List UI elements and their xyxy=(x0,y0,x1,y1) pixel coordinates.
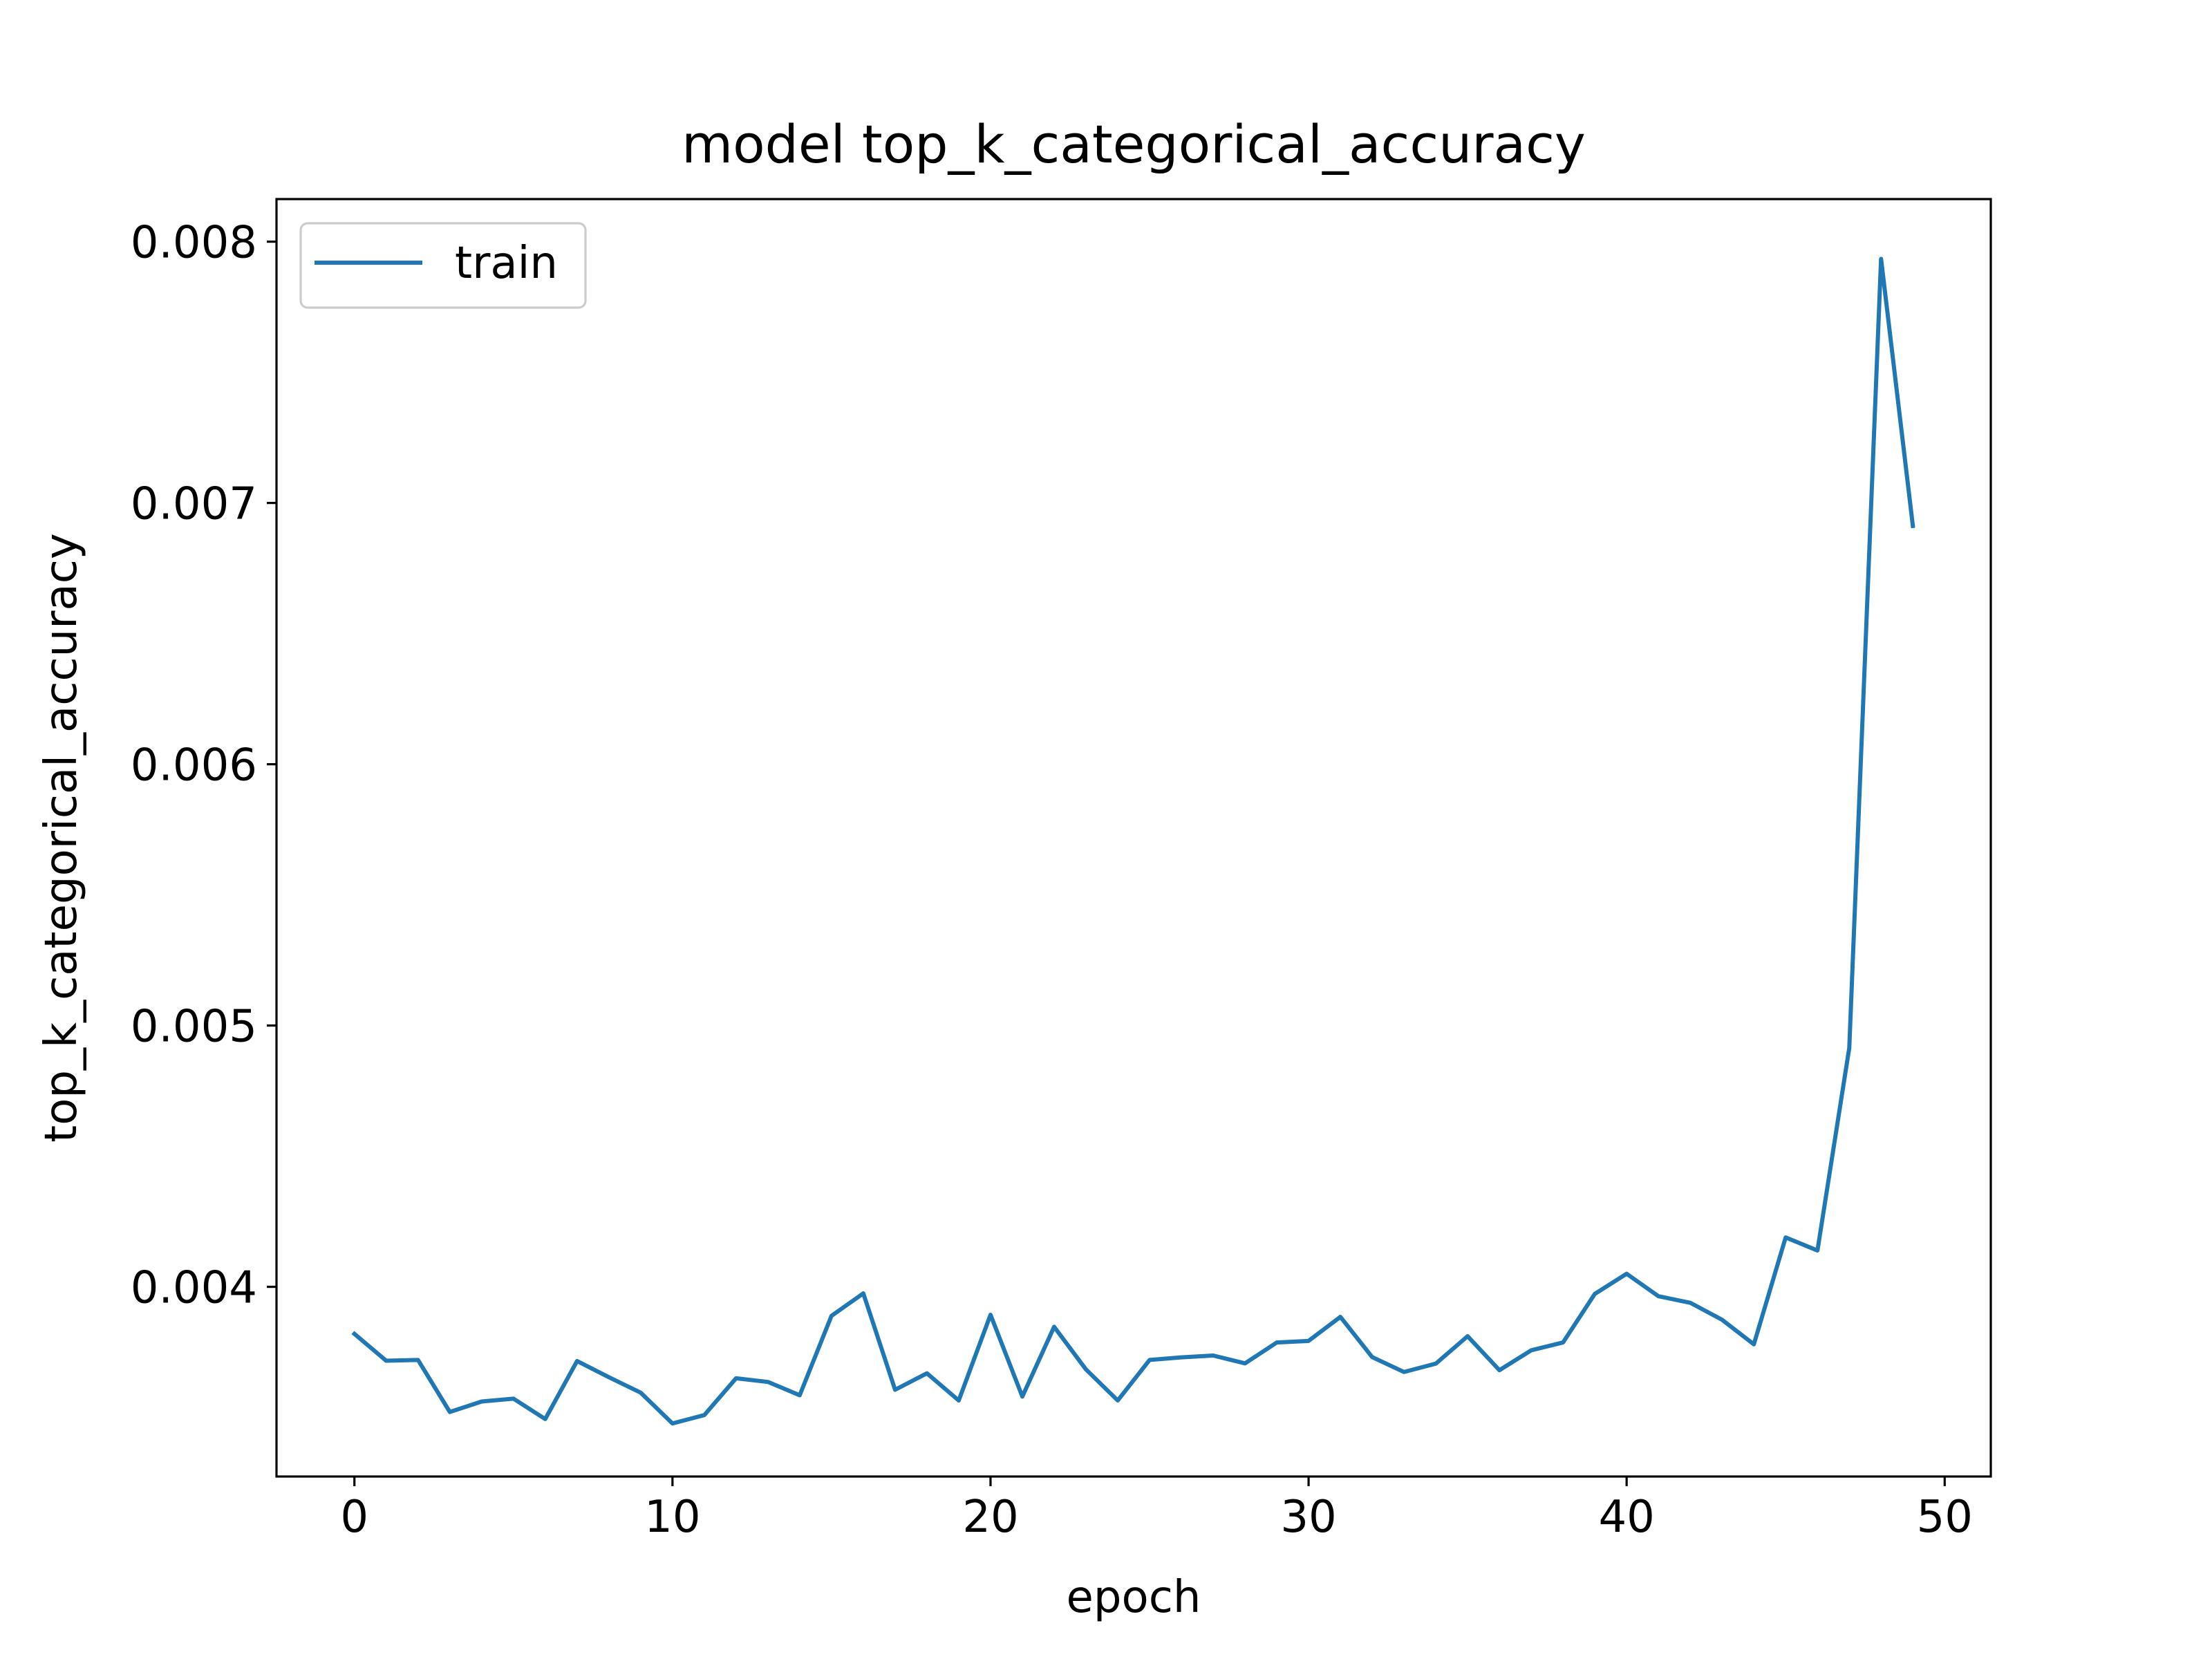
plot-area xyxy=(275,198,1992,1478)
y-axis: 0.004 0.005 0.006 0.007 0.008 xyxy=(131,218,276,1314)
y-tick-label: 0.005 xyxy=(131,1002,257,1053)
series-layer xyxy=(351,256,1915,1426)
legend-box xyxy=(299,222,587,309)
x-axis: 0 10 20 30 40 50 xyxy=(340,1477,1973,1543)
x-tick-label: 10 xyxy=(644,1492,700,1543)
y-tick-label: 0.007 xyxy=(131,479,257,530)
chart-title: model top_k_categorical_accuracy xyxy=(682,113,1586,175)
x-tick-label: 40 xyxy=(1598,1492,1654,1543)
y-tick-label: 0.008 xyxy=(131,218,257,269)
x-tick-label: 20 xyxy=(962,1492,1018,1543)
y-tick-label: 0.004 xyxy=(131,1263,257,1314)
legend: train xyxy=(299,222,587,309)
y-axis-label: top_k_categorical_accuracy xyxy=(36,533,87,1143)
legend-label-train: train xyxy=(455,238,558,289)
x-tick-label: 0 xyxy=(340,1492,368,1543)
x-axis-label: epoch xyxy=(1067,1572,1201,1623)
x-tick-label: 30 xyxy=(1280,1492,1336,1543)
y-tick-label: 0.006 xyxy=(131,740,257,791)
series-line-train xyxy=(351,256,1915,1426)
x-tick-label: 50 xyxy=(1917,1492,1973,1543)
